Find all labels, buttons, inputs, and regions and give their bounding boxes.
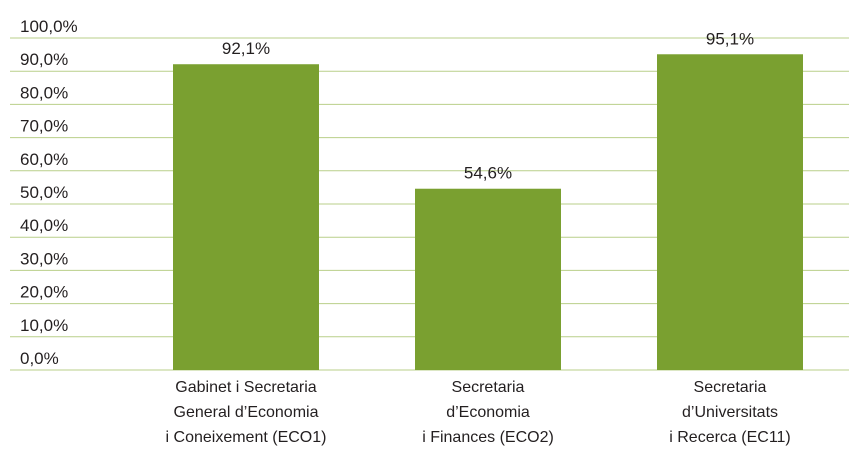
- y-tick-label: 30,0%: [20, 249, 68, 268]
- category-label: i Coneixement (ECO1): [166, 429, 327, 446]
- data-label: 92,1%: [222, 39, 270, 58]
- y-axis-tick-labels: 0,0% 10,0% 20,0% 30,0% 40,0% 50,0% 60,0% 70,0% 8…: [20, 17, 78, 368]
- y-tick-label: 10,0%: [20, 316, 68, 335]
- category-label: i Finances (ECO2): [422, 429, 554, 446]
- y-tick-label: 70,0%: [20, 117, 68, 136]
- data-label: 54,6%: [464, 164, 512, 183]
- category-label: Secretaria: [694, 379, 767, 396]
- category-label: i Recerca (EC11): [669, 429, 791, 446]
- y-tick-label: 100,0%: [20, 17, 78, 36]
- y-tick-label: 90,0%: [20, 50, 68, 69]
- bars: [173, 54, 803, 370]
- bar: [415, 189, 561, 370]
- bar: [173, 64, 319, 370]
- y-tick-label: 50,0%: [20, 183, 68, 202]
- y-tick-label: 20,0%: [20, 283, 68, 302]
- category-label: General d’Economia: [174, 404, 319, 421]
- y-tick-label: 60,0%: [20, 150, 68, 169]
- bar: [657, 54, 803, 370]
- category-label: d’Economia: [446, 404, 530, 421]
- data-label: 95,1%: [706, 29, 754, 48]
- category-label: Gabinet i Secretaria: [175, 379, 317, 396]
- category-label: Secretaria: [452, 379, 525, 396]
- y-tick-label: 40,0%: [20, 216, 68, 235]
- y-tick-label: 0,0%: [20, 349, 59, 368]
- category-label: d’Universitats: [682, 404, 778, 421]
- y-tick-label: 80,0%: [20, 83, 68, 102]
- category-labels: Gabinet i Secretaria General d’Economia i …: [166, 379, 791, 446]
